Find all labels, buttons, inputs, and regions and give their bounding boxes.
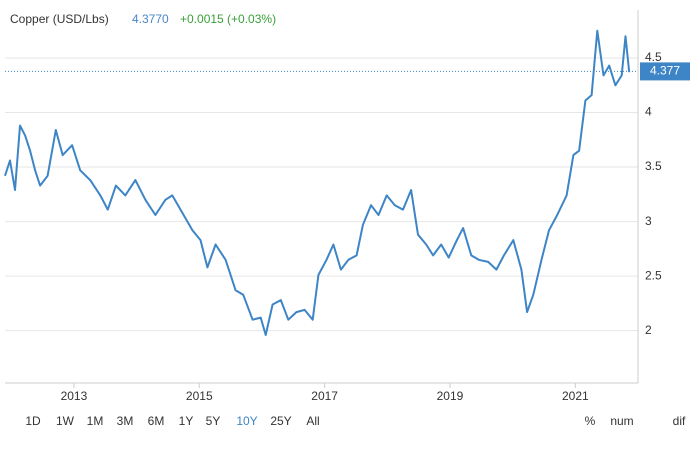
- y-tick-label: 3: [645, 214, 652, 228]
- range-button[interactable]: 1W: [56, 414, 75, 428]
- range-button[interactable]: 1Y: [179, 414, 194, 428]
- range-button[interactable]: All: [306, 414, 319, 428]
- range-button[interactable]: 10Y: [236, 414, 257, 428]
- price-change: +0.0015 (+0.03%): [180, 12, 276, 26]
- mode-button[interactable]: dif: [673, 414, 686, 428]
- x-tick-label: 2015: [186, 389, 213, 403]
- price-line: [4, 29, 631, 336]
- y-tick-label: 4.5: [645, 50, 662, 64]
- y-tick-label: 2.5: [645, 268, 662, 282]
- range-button[interactable]: 25Y: [270, 414, 291, 428]
- y-tick-label: 4: [645, 105, 652, 119]
- x-tick-label: 2021: [562, 389, 589, 403]
- range-button[interactable]: 6M: [148, 414, 165, 428]
- y-tick-label: 3.5: [645, 159, 662, 173]
- current-price-label: 4.377: [650, 64, 680, 78]
- x-tick-label: 2013: [61, 389, 88, 403]
- range-button[interactable]: 1M: [87, 414, 104, 428]
- range-button[interactable]: 1D: [25, 414, 41, 428]
- mode-button[interactable]: %: [585, 414, 596, 428]
- current-price-box: [640, 62, 690, 81]
- x-tick-label: 2019: [437, 389, 464, 403]
- mode-button[interactable]: num: [610, 414, 633, 428]
- chart-title: Copper (USD/Lbs): [10, 12, 109, 26]
- x-tick-label: 2017: [311, 389, 338, 403]
- price: 4.3770: [132, 12, 169, 26]
- range-button[interactable]: 3M: [117, 414, 134, 428]
- range-button[interactable]: 5Y: [206, 414, 221, 428]
- y-tick-label: 2: [645, 323, 652, 337]
